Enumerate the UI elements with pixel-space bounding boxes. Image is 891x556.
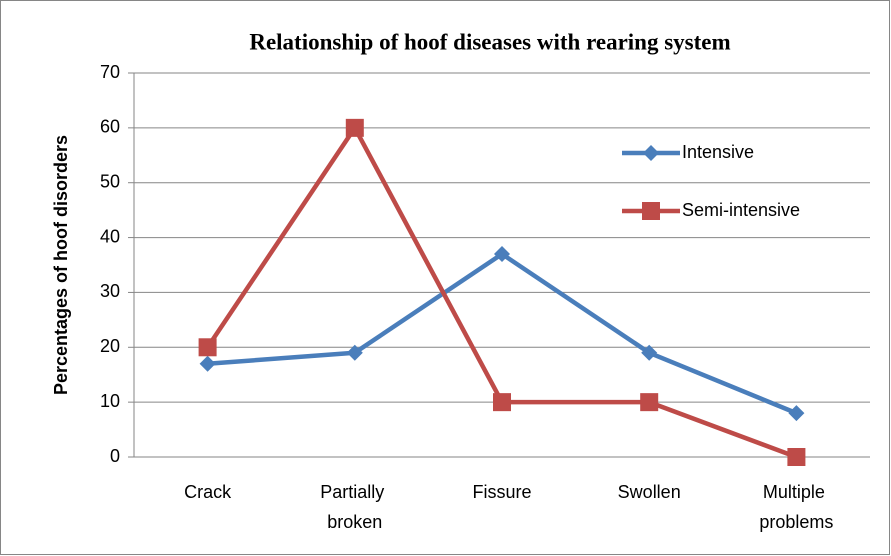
y-axis-label: Percentages of hoof disorders xyxy=(51,135,71,395)
x-tick-label: Multiple problems xyxy=(759,482,833,532)
data-point xyxy=(494,246,510,263)
y-tick-label: 50 xyxy=(100,171,120,191)
data-point xyxy=(493,393,511,412)
data-point xyxy=(640,393,659,412)
x-tick-label: Crack xyxy=(184,482,232,502)
chart-title: Relationship of hoof diseases with reari… xyxy=(249,29,730,54)
x-tick-label: Partially broken xyxy=(320,482,389,532)
x-tick-label: Fissure xyxy=(472,482,531,502)
data-point xyxy=(346,344,363,361)
data-point xyxy=(787,448,806,466)
data-point xyxy=(199,355,216,372)
x-tick-label: Swollen xyxy=(618,482,681,502)
y-tick-label: 10 xyxy=(100,391,120,411)
y-tick-label: 70 xyxy=(100,62,120,82)
y-tick-label: 0 xyxy=(110,446,120,466)
legend-label: Semi-intensive xyxy=(682,200,800,220)
y-tick-label: 60 xyxy=(100,117,120,137)
data-point xyxy=(641,344,658,361)
legend-marker xyxy=(643,145,659,161)
data-point xyxy=(198,338,217,357)
data-point xyxy=(788,405,805,422)
legend-label: Intensive xyxy=(682,142,754,162)
y-tick-label: 40 xyxy=(100,226,120,246)
y-tick-label: 20 xyxy=(100,336,120,356)
y-tick-label: 30 xyxy=(100,281,120,301)
data-point xyxy=(345,118,364,137)
legend-marker xyxy=(642,202,660,220)
